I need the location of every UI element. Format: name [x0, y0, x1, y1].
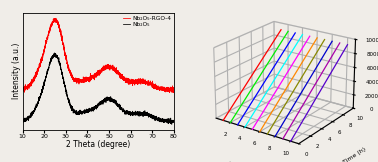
Nb₂O₅: [167, 120, 172, 122]
Nb₂O₅-RGO-4: [90, 77, 94, 79]
Nb₂O₅-RGO-4: [167, 89, 172, 91]
Nb₂O₅: [172, 121, 176, 123]
Nb₂O₅: [20, 119, 25, 121]
Nb₂O₅: [52, 52, 57, 54]
Nb₂O₅-RGO-4: [172, 88, 176, 90]
Nb₂O₅-RGO-4: [139, 80, 144, 82]
Nb₂O₅-RGO-4: [167, 87, 172, 89]
Nb₂O₅: [28, 115, 33, 117]
X-axis label: Cycle: Cycle: [227, 161, 245, 162]
Line: Nb₂O₅-RGO-4: Nb₂O₅-RGO-4: [23, 18, 174, 93]
Nb₂O₅: [167, 121, 172, 123]
Nb₂O₅-RGO-4: [20, 89, 25, 91]
Y-axis label: Intensity (a.u.): Intensity (a.u.): [12, 43, 21, 99]
Nb₂O₅-RGO-4: [28, 84, 33, 86]
Nb₂O₅-RGO-4: [94, 71, 99, 73]
Legend: Nb₂O₅-RGO-4, Nb₂O₅: Nb₂O₅-RGO-4, Nb₂O₅: [122, 16, 171, 27]
X-axis label: 2 Theta (degree): 2 Theta (degree): [66, 140, 130, 149]
Nb₂O₅-RGO-4: [167, 92, 172, 94]
Y-axis label: Time (h): Time (h): [343, 147, 367, 162]
Nb₂O₅: [94, 107, 99, 109]
Nb₂O₅: [169, 123, 174, 125]
Nb₂O₅: [139, 112, 144, 114]
Nb₂O₅-RGO-4: [54, 17, 58, 19]
Nb₂O₅: [90, 107, 94, 109]
Line: Nb₂O₅: Nb₂O₅: [23, 53, 174, 124]
